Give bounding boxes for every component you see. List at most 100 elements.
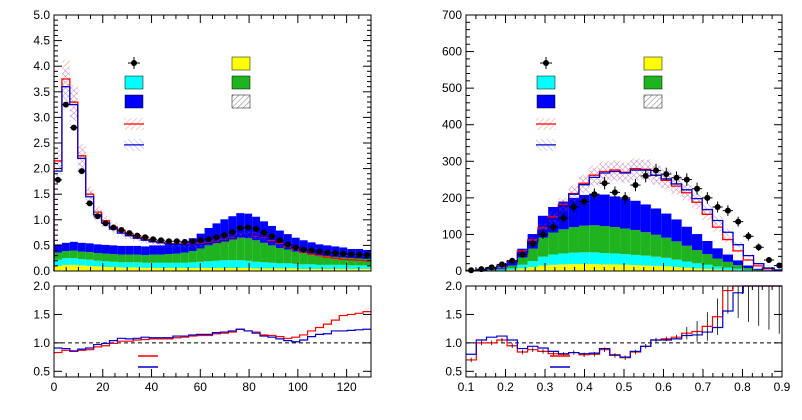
- x-tick-label: 0.6: [655, 380, 672, 394]
- zjets-bar: [691, 268, 703, 271]
- data-point: [591, 191, 598, 198]
- singlet-bar: [496, 269, 508, 271]
- diboson-bar: [101, 244, 110, 254]
- y-tick-label: 300: [442, 154, 462, 168]
- zjets-bar: [149, 267, 158, 271]
- y-tick-label: 1.5: [33, 187, 50, 201]
- ttbar-bar: [101, 253, 110, 262]
- zjets-bar: [125, 267, 134, 271]
- data-point: [245, 224, 252, 231]
- data-point: [300, 246, 307, 253]
- singlet-bar: [661, 257, 672, 267]
- singlet-bar: [640, 255, 651, 266]
- zjets-bar: [172, 267, 181, 271]
- y-tick-label: 0.0: [33, 264, 50, 278]
- singlet-bar: [548, 254, 559, 265]
- ratio-y-tick-label: 2.0: [445, 279, 462, 293]
- singlet-bar: [204, 261, 213, 268]
- data-point: [364, 252, 371, 259]
- data-point: [213, 234, 220, 241]
- singlet-bar: [578, 252, 590, 265]
- ttbar-bar: [671, 241, 682, 260]
- singlet-bar: [307, 264, 316, 269]
- singlet-bar: [275, 263, 284, 269]
- ttbar-bar: [568, 227, 579, 253]
- singlet-bar: [85, 259, 94, 266]
- diboson-bar: [77, 242, 86, 252]
- zjets-bar: [307, 268, 316, 271]
- ttbar-bar: [339, 256, 348, 265]
- zjets-bar: [640, 265, 651, 271]
- zjets-bar: [267, 268, 276, 271]
- data-point: [316, 248, 323, 255]
- diboson-bar: [54, 244, 62, 253]
- x-tick-label: 0.7: [695, 380, 712, 394]
- ttbar-bar: [196, 248, 205, 262]
- legend-diboson-swatch: [124, 94, 144, 109]
- data-point: [765, 257, 772, 264]
- diboson-bar: [578, 194, 590, 226]
- singlet-bar: [609, 253, 621, 265]
- singlet-bar: [347, 265, 356, 269]
- singlet-bar: [517, 264, 528, 269]
- data-point: [622, 194, 629, 201]
- data-points: [466, 163, 783, 274]
- singlet-bar: [54, 259, 62, 266]
- data-point: [229, 229, 236, 236]
- zjets-bar: [283, 268, 292, 271]
- ttbar-bar: [527, 248, 538, 262]
- singlet-bar: [671, 259, 682, 267]
- zjets-bar: [331, 268, 340, 271]
- ratio-panel: 0.5 1.0 1.5 2.0: [33, 279, 372, 378]
- y-tick-label: 500: [442, 81, 462, 95]
- singlet-bar: [252, 261, 261, 269]
- diboson-bar: [212, 223, 221, 243]
- ttbar-bar: [558, 229, 569, 254]
- x-tick-label: 0.2: [497, 380, 514, 394]
- singlet-bar: [299, 264, 308, 269]
- y-tick-label: 1.0: [33, 213, 50, 227]
- zjets-bar: [558, 264, 569, 271]
- ttbar-bar: [228, 239, 237, 261]
- singlet-bar: [149, 262, 158, 268]
- zjets-bar: [671, 266, 682, 271]
- legend-ttbar-swatch: [231, 75, 251, 90]
- diboson-bar: [640, 204, 651, 233]
- singlet-bar: [733, 268, 744, 271]
- data-point: [157, 237, 164, 244]
- zjets-bar: [620, 264, 631, 271]
- x-tick-label: 20: [96, 380, 110, 394]
- ttbar-bar: [517, 257, 528, 265]
- singlet-bar: [568, 252, 579, 265]
- singlet-bar: [141, 262, 150, 268]
- data-point: [292, 244, 299, 251]
- ratio-plot-frame: [53, 285, 372, 378]
- data-point: [253, 226, 260, 233]
- diboson-bar: [599, 194, 610, 227]
- zjets-bar: [537, 265, 549, 271]
- data-point: [581, 198, 588, 205]
- ttbar-bar: [496, 268, 508, 270]
- zjets-bar: [722, 269, 734, 271]
- ttbar-bar: [548, 232, 559, 255]
- data-point: [284, 241, 291, 248]
- ttbar-bar: [85, 252, 94, 260]
- ttbar-bar: [172, 253, 181, 263]
- zjets-bar: [69, 264, 78, 271]
- data-point: [94, 213, 101, 220]
- diboson-bar: [661, 213, 672, 238]
- zjets-bar: [299, 268, 308, 271]
- data-point: [498, 261, 505, 268]
- y-tick-label: 5.0: [33, 8, 50, 22]
- x-tick-label: 0.5: [616, 380, 633, 394]
- diboson-bar: [609, 196, 621, 228]
- ttbar-bar: [283, 249, 292, 264]
- ratio-mg-histogram: [466, 285, 782, 361]
- ttbar-bar: [307, 254, 316, 265]
- ttbar-bar: [691, 250, 703, 264]
- singlet-bar: [172, 262, 181, 268]
- panel-pruned-mass: 0.0 0.5 1.0 1.5 2.0 2.5 3.0 3.5 4.0 4.5 5.0 0 20 40 60…: [33, 8, 372, 394]
- zjets-bar: [133, 267, 142, 271]
- diboson-bar: [172, 243, 181, 254]
- ttbar-bar: [355, 257, 364, 266]
